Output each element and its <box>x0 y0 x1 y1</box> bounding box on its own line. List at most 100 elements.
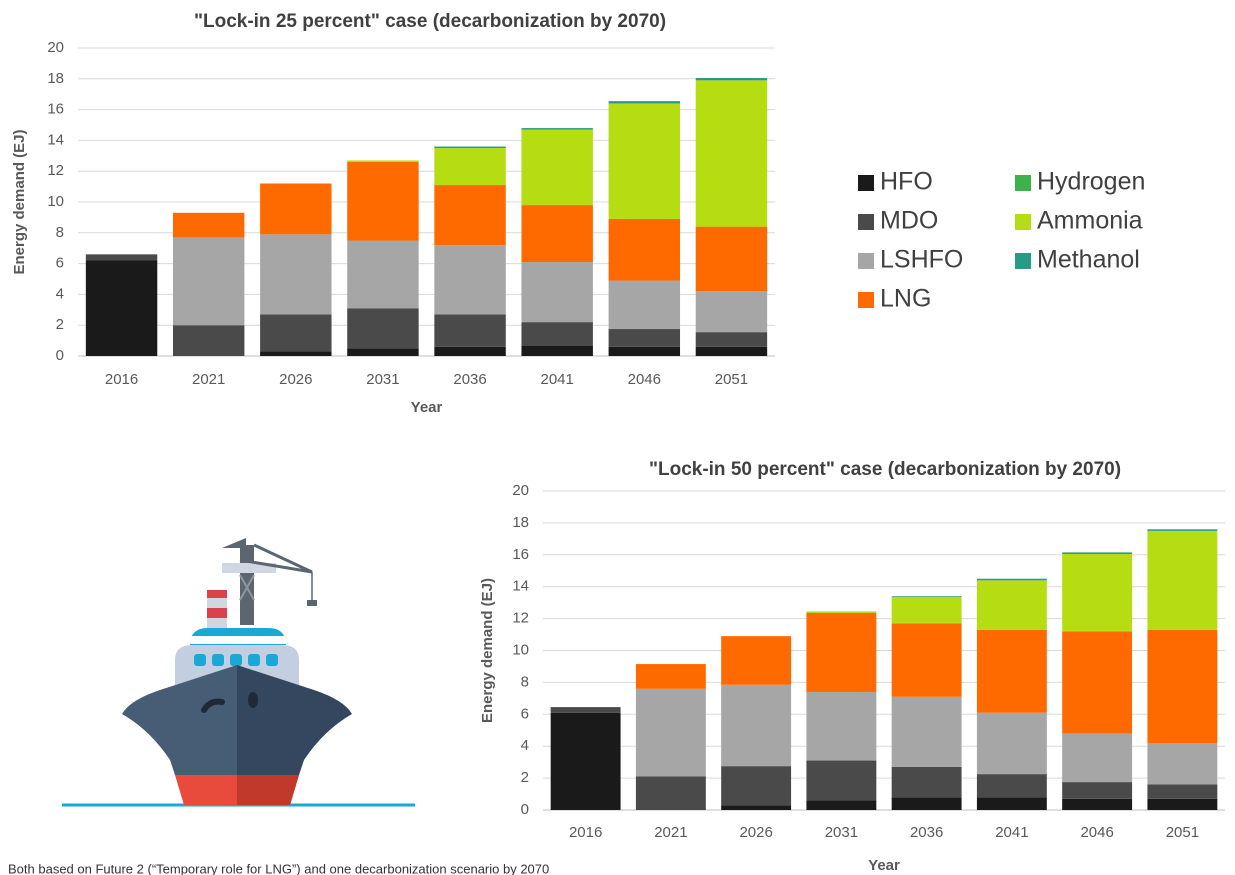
bar-segment: Methanol <box>696 78 767 80</box>
x-tick-label: 2031 <box>825 824 858 841</box>
bar-segment: Ammonia <box>1062 554 1132 631</box>
bar-segment: LNG <box>1062 631 1132 733</box>
bar-segment: LSHFO <box>892 697 962 767</box>
bar-segment: MDO <box>1062 782 1132 799</box>
bar-segment: MDO <box>636 777 706 810</box>
y-tick-label: 20 <box>47 39 64 56</box>
bar-segment: HFO <box>892 797 962 810</box>
legend-label: LSHFO <box>880 246 963 274</box>
bar-segment: Methanol <box>892 596 962 597</box>
x-tick-label: 2031 <box>366 371 399 388</box>
legend-swatch <box>858 253 874 269</box>
x-tick-label: 2051 <box>715 371 748 388</box>
bar-segment: Ammonia <box>609 103 680 219</box>
bar-segment: LNG <box>609 219 680 281</box>
legend-swatch <box>858 292 874 308</box>
y-tick-label: 2 <box>56 316 64 333</box>
bar-segment: MDO <box>806 761 876 801</box>
bar-segment: MDO <box>1147 784 1217 798</box>
bar-segment: HFO <box>347 348 418 356</box>
bar-segment: LSHFO <box>1147 743 1217 784</box>
y-tick-label: 18 <box>512 514 529 531</box>
bar-segment: LNG <box>696 227 767 292</box>
y-tick-label: 18 <box>47 70 64 87</box>
bar-segment: MDO <box>551 707 621 713</box>
legend-label: Methanol <box>1037 246 1140 274</box>
x-tick-label: 2021 <box>654 824 687 841</box>
legend-label: Hydrogen <box>1037 168 1145 196</box>
bar-segment: HFO <box>434 347 505 356</box>
legend-swatch <box>1015 214 1031 230</box>
bar-segment: LSHFO <box>173 237 244 325</box>
bar-segment: Methanol <box>434 147 505 149</box>
bar-segment: Ammonia <box>696 80 767 226</box>
bar-segment: LNG <box>1147 630 1217 743</box>
bar-segment: Methanol <box>1062 552 1132 554</box>
bar-segment: LNG <box>521 205 592 262</box>
bar-segment: LSHFO <box>434 245 505 314</box>
bar-segment: Ammonia <box>521 130 592 205</box>
footnote: Both based on Future 2 (“Temporary role … <box>8 861 549 875</box>
bar-segment: LNG <box>173 213 244 238</box>
bar-segment: HFO <box>721 805 791 810</box>
y-tick-label: 12 <box>47 162 64 179</box>
page: Both based on Future 2 (“Temporary role … <box>0 0 1235 875</box>
y-tick-label: 8 <box>56 224 64 241</box>
x-tick-label: 2016 <box>569 824 602 841</box>
bar-segment: Methanol <box>977 579 1047 581</box>
x-tick-label: 2041 <box>995 824 1028 841</box>
bar-segment: LNG <box>434 185 505 245</box>
bar-segment: LSHFO <box>347 241 418 309</box>
legend-label: MDO <box>880 207 938 235</box>
x-axis-title: Year <box>411 399 443 416</box>
bar-segment: LSHFO <box>696 291 767 332</box>
bar-segment: LSHFO <box>521 262 592 322</box>
bar-segment: LNG <box>260 184 331 235</box>
y-tick-label: 16 <box>47 101 64 118</box>
bar-segment: MDO <box>173 325 244 356</box>
x-tick-label: 2051 <box>1166 824 1199 841</box>
bar-segment: LSHFO <box>977 713 1047 774</box>
y-tick-label: 16 <box>512 546 529 563</box>
bar-segment: HFO <box>1147 799 1217 810</box>
y-tick-label: 14 <box>47 131 64 148</box>
x-tick-label: 2036 <box>453 371 486 388</box>
x-tick-label: 2041 <box>541 371 574 388</box>
x-tick-label: 2021 <box>192 371 225 388</box>
y-tick-label: 10 <box>47 193 64 210</box>
y-tick-label: 10 <box>512 641 529 658</box>
chart-title: "Lock-in 50 percent" case (decarbonizati… <box>649 459 1121 480</box>
y-tick-label: 0 <box>521 801 529 818</box>
legend-label: LNG <box>880 285 931 313</box>
bar-segment: LNG <box>636 664 706 689</box>
x-tick-label: 2046 <box>1080 824 1113 841</box>
bar-segment: MDO <box>977 774 1047 797</box>
x-tick-label: 2026 <box>739 824 772 841</box>
bar-segment: LNG <box>977 630 1047 713</box>
bar-segment: MDO <box>260 314 331 351</box>
y-tick-label: 4 <box>521 737 529 754</box>
bar-segment: Ammonia <box>434 148 505 185</box>
y-tick-label: 4 <box>56 285 64 302</box>
bar-segment: HFO <box>551 713 621 810</box>
bar-segment: LSHFO <box>721 685 791 766</box>
legend-swatch <box>1015 253 1031 269</box>
y-axis-title: Energy demand (EJ) <box>11 129 28 274</box>
bar-segment: Methanol <box>1147 529 1217 531</box>
bar-segment: Ammonia <box>892 597 962 623</box>
y-tick-label: 2 <box>521 769 529 786</box>
x-tick-label: 2036 <box>910 824 943 841</box>
bar-segment: MDO <box>609 329 680 347</box>
legend-swatch <box>858 175 874 191</box>
legend-swatch <box>858 214 874 230</box>
ship-illustration <box>62 538 415 805</box>
bar-segment: Ammonia <box>977 580 1047 629</box>
x-tick-label: 2026 <box>279 371 312 388</box>
bar-segment: LNG <box>721 636 791 685</box>
bar-segment: MDO <box>434 314 505 346</box>
legend-label: HFO <box>880 168 933 196</box>
bar-segment: LSHFO <box>636 689 706 777</box>
bar-segment: Ammonia <box>347 160 418 162</box>
bar-segment: MDO <box>696 332 767 347</box>
bar-segment: MDO <box>86 254 157 260</box>
